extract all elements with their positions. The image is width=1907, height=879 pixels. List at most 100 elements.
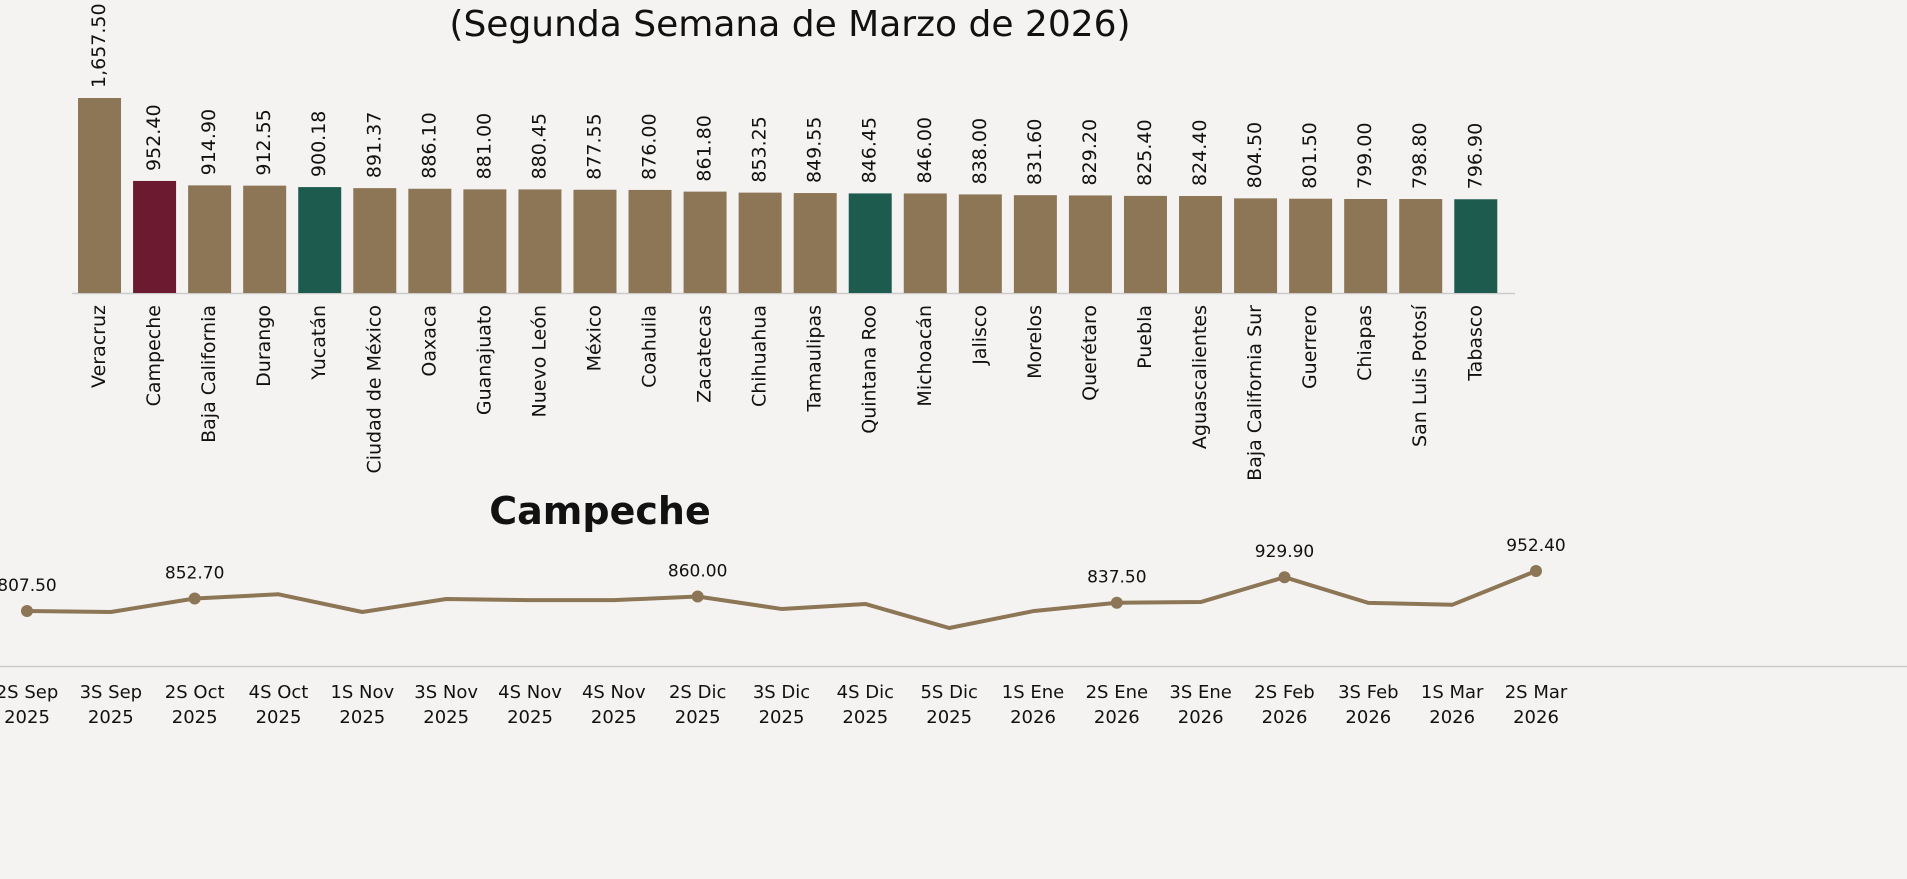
x-tick-label: Aguascalientes: [1189, 305, 1211, 449]
x-tick-label: 2S Feb 2026: [1254, 682, 1314, 728]
bar: [463, 189, 507, 293]
bar-value-label: 914.90: [198, 109, 220, 175]
x-tick-label: 2S Oct 2025: [165, 682, 225, 728]
bar: [1123, 195, 1167, 293]
x-tick-label: Tabasco: [1464, 305, 1486, 382]
bar-value-label: 849.55: [804, 117, 826, 183]
x-tick-label: Tamaulipas: [804, 305, 826, 412]
point-value-label: 952.40: [1506, 536, 1565, 556]
x-tick-label: Morelos: [1024, 305, 1046, 379]
x-tick-label: 1S Ene 2026: [1002, 682, 1064, 728]
x-tick-label: 2S Dic 2025: [669, 682, 726, 728]
bar: [1399, 199, 1443, 293]
bar: [408, 188, 452, 293]
bar: [78, 98, 122, 293]
x-tick-label: Baja California: [198, 305, 220, 443]
x-tick-label: México: [583, 305, 605, 371]
bar: [1234, 198, 1278, 293]
bar-value-label: 861.80: [694, 115, 716, 181]
line-point: [1530, 565, 1542, 577]
x-tick-label: Veracruz: [88, 305, 110, 388]
bar-value-label: 877.55: [583, 113, 605, 179]
bar-value-label: 1,657.50: [88, 3, 110, 88]
x-tick-label: 1S Nov 2025: [330, 682, 394, 728]
bar-value-label: 838.00: [969, 118, 991, 184]
x-tick-label: 4S Oct 2025: [249, 682, 309, 728]
x-tick-label: Zacatecas: [694, 305, 716, 403]
x-tick-label: Baja California Sur: [1244, 305, 1266, 481]
bar: [518, 189, 562, 293]
point-value-label: 837.50: [1087, 568, 1146, 588]
x-tick-label: Guanajuato: [473, 305, 495, 415]
bar: [793, 193, 837, 293]
x-tick-label: Durango: [253, 305, 275, 387]
point-value-label: 860.00: [668, 562, 727, 582]
bar: [1454, 199, 1498, 293]
x-tick-label: Chiapas: [1354, 305, 1376, 381]
bar: [1289, 198, 1333, 293]
bar-value-label: 829.20: [1079, 119, 1101, 185]
bar: [903, 193, 947, 293]
x-tick-label: Querétaro: [1079, 305, 1101, 401]
bar-value-label: 846.00: [914, 117, 936, 183]
bar-value-label: 880.45: [528, 113, 550, 179]
x-tick-label: 4S Nov 2025: [498, 682, 562, 728]
x-tick-label: Puebla: [1134, 305, 1156, 369]
bar: [738, 192, 782, 293]
x-tick-label: Yucatán: [308, 305, 330, 381]
x-tick-label: Coahuila: [639, 305, 661, 388]
x-tick-label: Nuevo León: [528, 305, 550, 417]
x-tick-label: 3S Ene 2026: [1169, 682, 1231, 728]
x-tick-label: 4S Nov 2025: [582, 682, 646, 728]
bar-value-label: 796.90: [1464, 123, 1486, 189]
x-tick-label: 2S Ene 2026: [1086, 682, 1148, 728]
bar: [243, 185, 287, 293]
x-tick-label: 1S Mar 2026: [1421, 682, 1484, 728]
bar-value-label: 799.00: [1354, 123, 1376, 189]
x-tick-label: 3S Nov 2025: [414, 682, 478, 728]
bar-value-label: 798.80: [1409, 123, 1431, 189]
x-tick-label: 2S Mar 2026: [1505, 682, 1568, 728]
bar-value-label: 825.40: [1134, 119, 1156, 185]
bar: [188, 185, 232, 293]
bar: [1344, 199, 1388, 293]
x-tick-label: Michoacán: [914, 305, 936, 407]
bar: [683, 191, 727, 293]
x-tick-label: Jalisco: [969, 305, 991, 366]
bar: [1179, 196, 1223, 293]
bar-value-label: 876.00: [639, 113, 661, 179]
x-tick-label: Oaxaca: [418, 305, 440, 377]
point-value-label: 929.90: [1255, 542, 1314, 562]
bar: [298, 187, 342, 293]
x-tick-label: Quintana Roo: [859, 305, 881, 434]
bar: [1013, 195, 1057, 293]
bar-value-label: 853.25: [749, 116, 771, 182]
x-tick-label: 3S Feb 2026: [1338, 682, 1398, 728]
bar: [353, 188, 397, 293]
bar: [133, 180, 177, 293]
line-chart-title: Campeche: [489, 489, 710, 533]
x-tick-label: 3S Dic 2025: [753, 682, 810, 728]
x-tick-label: Ciudad de México: [363, 305, 385, 474]
bar-value-label: 886.10: [418, 112, 440, 178]
x-tick-label: Campeche: [143, 305, 165, 406]
bar: [848, 193, 892, 293]
x-tick-label: 5S Dic 2025: [920, 682, 977, 728]
bar-value-label: 952.40: [143, 104, 165, 170]
line-point: [1278, 571, 1291, 584]
bar-value-label: 912.55: [253, 109, 275, 175]
bar-chart-title: (Segunda Semana de Marzo de 2026): [449, 4, 1130, 45]
line-point: [691, 590, 704, 603]
x-tick-label: Chihuahua: [749, 305, 771, 407]
bar-value-label: 831.60: [1024, 119, 1046, 185]
bar: [628, 189, 672, 293]
bar-value-label: 881.00: [473, 113, 495, 179]
point-value-label: 807.50: [0, 576, 57, 596]
x-tick-label: 4S Dic 2025: [837, 682, 894, 728]
x-tick-label: Guerrero: [1299, 305, 1321, 389]
x-tick-label: 3S Sep 2025: [80, 682, 143, 728]
x-tick-label: San Luis Potosí: [1409, 304, 1431, 447]
line-point: [188, 592, 201, 605]
